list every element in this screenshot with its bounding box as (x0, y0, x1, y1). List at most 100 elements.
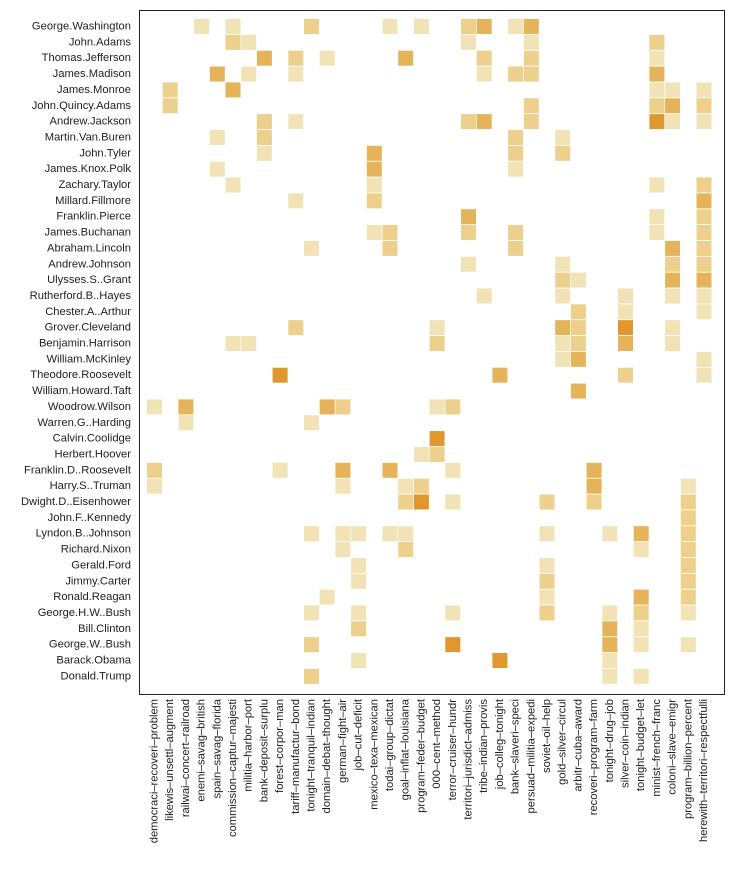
column-label: todai–group–dictat (384, 698, 396, 791)
heatmap-cell (225, 34, 241, 50)
heatmap-cell (413, 494, 429, 510)
heatmap-cell (445, 399, 461, 415)
heatmap-cell (476, 66, 492, 82)
heatmap-cell (680, 605, 696, 621)
heatmap-cell (272, 462, 288, 478)
heatmap-cell (586, 494, 602, 510)
heatmap-cell (555, 256, 571, 272)
row-label: Warren.G..Harding (38, 417, 131, 429)
row-label: Calvin.Coolidge (53, 433, 131, 445)
heatmap-cell (680, 478, 696, 494)
column-label: tonight–tranquil–indian (306, 699, 318, 812)
column-label: soviet–oil–help (541, 699, 553, 773)
heatmap-cell (492, 367, 508, 383)
heatmap-cell (445, 637, 461, 653)
heatmap-cell (461, 225, 476, 241)
heatmap-cell (555, 336, 571, 351)
heatmap-cell (618, 288, 633, 304)
heatmap-cell (162, 98, 178, 114)
heatmap-cell (366, 225, 382, 241)
heatmap-cell (319, 50, 335, 66)
heatmap-cell (351, 573, 367, 589)
heatmap-cell (586, 478, 602, 494)
heatmap-cell (555, 145, 571, 161)
heatmap-cell (523, 19, 539, 34)
heatmap-cell (508, 66, 524, 82)
heatmap-cell (539, 526, 555, 542)
heatmap-cell (366, 145, 382, 161)
heatmap-cell (272, 367, 288, 383)
heatmap-cell (523, 50, 539, 66)
heatmap-cell (680, 557, 696, 573)
row-label: Andrew.Jackson (50, 116, 131, 128)
heatmap-cell (194, 19, 210, 34)
heatmap-cell (445, 462, 461, 478)
column-label: job–colleg–tonight (494, 698, 506, 790)
row-label: Andrew.Johnson (48, 258, 131, 270)
heatmap-cell (209, 66, 225, 82)
column-label: bank–deposit–surplu (258, 699, 270, 802)
heatmap-cell (680, 494, 696, 510)
heatmap-cell (680, 589, 696, 605)
heatmap-cell (570, 383, 586, 399)
heatmap-cell (209, 161, 225, 177)
heatmap-cell (476, 288, 492, 304)
heatmap-cell (665, 240, 681, 256)
heatmap-cell (555, 129, 571, 145)
heatmap-cell (288, 66, 304, 82)
heatmap-cell (147, 399, 162, 415)
heatmap-cell (696, 272, 712, 288)
row-label: Rutherford.B..Hayes (30, 290, 132, 302)
column-label: goal–inflat–louisiana (400, 698, 412, 800)
heatmap-cell (288, 193, 304, 209)
heatmap-cell (319, 399, 335, 415)
column-label: mexico–texa–mexican (368, 699, 380, 810)
heatmap-cell (413, 478, 429, 494)
heatmap-cell (476, 114, 492, 130)
heatmap-cell (633, 542, 649, 558)
heatmap-cell (696, 304, 712, 320)
row-label: Jimmy.Carter (65, 575, 131, 587)
row-label: William.McKinley (46, 353, 131, 365)
heatmap-cell (602, 605, 618, 621)
heatmap-cell (649, 209, 665, 225)
heatmap-cell (366, 177, 382, 193)
heatmap-cell (366, 161, 382, 177)
heatmap-cell (304, 668, 319, 684)
heatmap-cell (382, 462, 398, 478)
heatmap-cell (570, 320, 586, 336)
heatmap-cell (225, 82, 241, 98)
heatmap-cell (351, 557, 367, 573)
row-label: Barack.Obama (56, 655, 131, 667)
heatmap-cell (633, 637, 649, 653)
heatmap-cell (539, 494, 555, 510)
heatmap-cell (539, 589, 555, 605)
row-label: Benjamin.Harrison (39, 338, 131, 350)
row-label: John.Adams (69, 36, 132, 48)
heatmap-cell (555, 320, 571, 336)
column-label: recoveri–program–farm (588, 699, 600, 815)
column-label: militia–harbor–port (243, 698, 255, 792)
heatmap-cell (633, 589, 649, 605)
row-label: George.Washington (32, 21, 131, 33)
heatmap-cell (304, 19, 319, 34)
heatmap-cell (162, 82, 178, 98)
heatmap-cell (523, 66, 539, 82)
heatmap-cell (351, 653, 367, 668)
heatmap-cell (382, 19, 398, 34)
heatmap-cell (665, 256, 681, 272)
heatmap-cell (649, 82, 665, 98)
column-label: 000–cent–method (431, 699, 443, 789)
heatmap-cell (633, 668, 649, 684)
column-label: silver–coin–indian (620, 699, 632, 788)
column-label: terror–cruiser–hundr (447, 699, 459, 801)
heatmap-cell (429, 320, 445, 336)
heatmap-cell (445, 494, 461, 510)
row-label: James.Knox.Polk (45, 163, 132, 175)
heatmap-cell (618, 304, 633, 320)
column-label: job–cut–deficit (353, 698, 365, 771)
heatmap-cell (461, 34, 476, 50)
row-label: Franklin.D..Roosevelt (24, 464, 132, 476)
